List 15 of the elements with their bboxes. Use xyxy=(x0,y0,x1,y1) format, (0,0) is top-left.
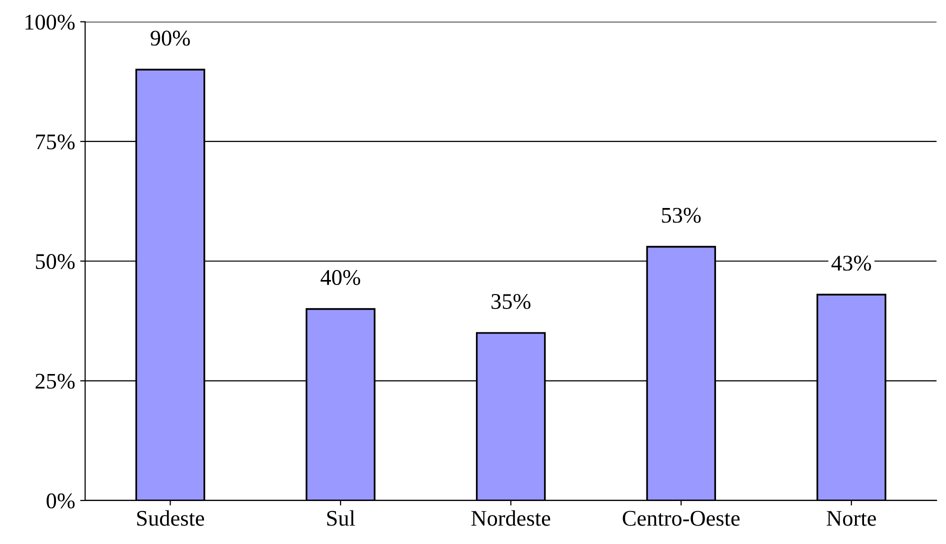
x-tick-label: Norte xyxy=(826,511,876,526)
x-tick-label: Sudeste xyxy=(137,510,204,526)
y-tick-label: 50% xyxy=(36,254,75,270)
data-label: 53% xyxy=(662,208,701,223)
y-tick-label: 25% xyxy=(36,374,75,389)
data-label: 35% xyxy=(492,294,530,310)
y-tick-label: 0% xyxy=(46,493,75,508)
x-tick-label: Nordeste xyxy=(471,510,550,526)
x-tick-label: Sul xyxy=(327,510,355,526)
y-tick-label: 100% xyxy=(26,14,75,30)
data-label: 90% xyxy=(150,30,190,46)
y-tick-label: 75% xyxy=(36,134,75,150)
data-label: 43% xyxy=(831,256,872,271)
data-label: 40% xyxy=(320,270,360,286)
x-tick-label: Centro-Oeste xyxy=(622,510,740,526)
